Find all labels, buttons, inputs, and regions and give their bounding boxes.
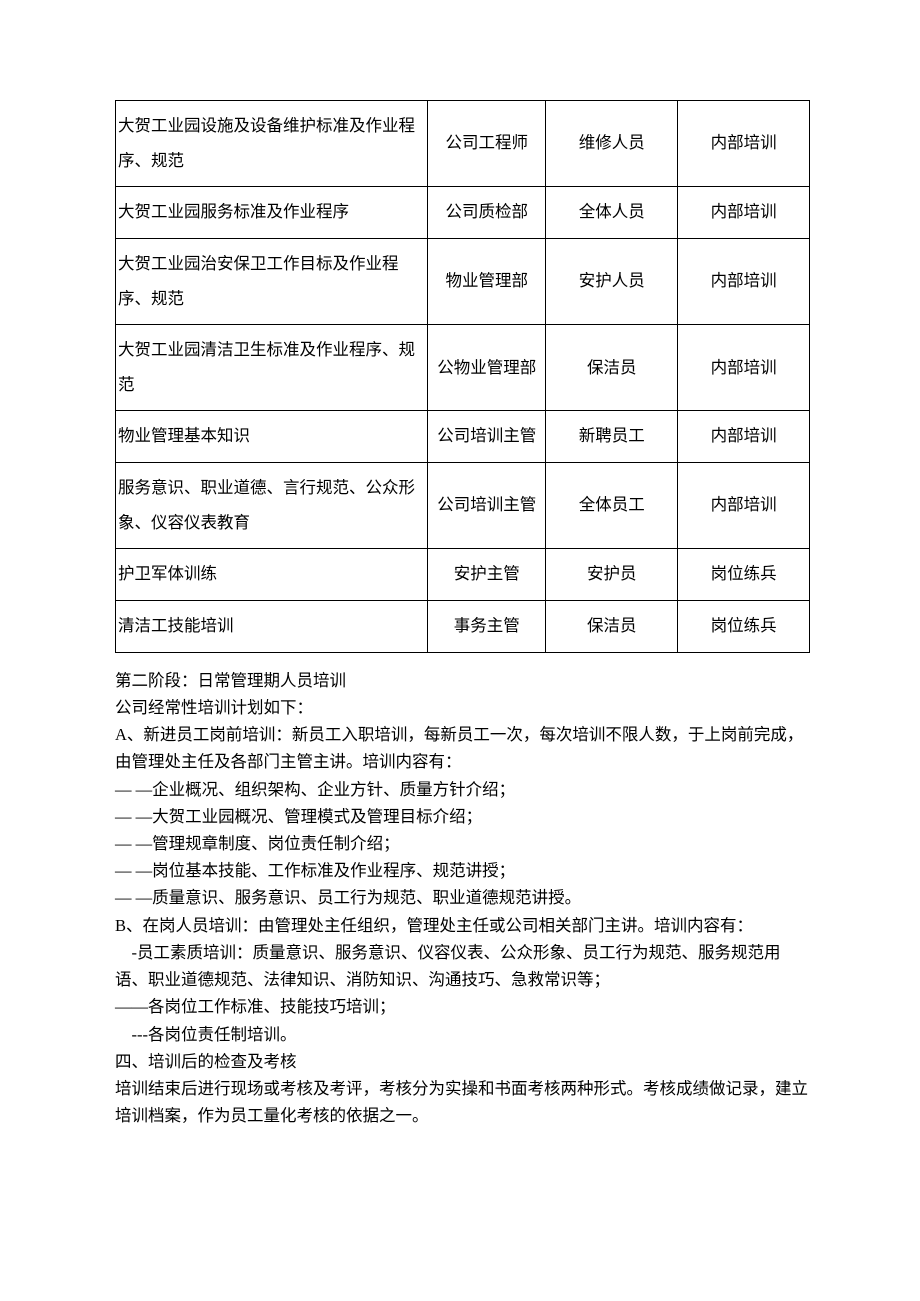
paragraph: ——各岗位工作标准、技能技巧培训；: [115, 993, 810, 1020]
paragraph: — —企业概况、组织架构、企业方针、质量方针介绍；: [115, 776, 810, 803]
cell-type: 内部培训: [678, 325, 810, 411]
paragraph: 公司经常性培训计划如下：: [115, 694, 810, 721]
paragraph: A、新进员工岗前培训：新员工入职培训，每新员工一次，每次培训不限人数，于上岗前完…: [115, 721, 810, 775]
paragraph: — —管理规章制度、岗位责任制介绍；: [115, 830, 810, 857]
table-row: 大贺工业园治安保卫工作目标及作业程序、规范 物业管理部 安护人员 内部培训: [116, 238, 810, 324]
cell-audience: 全体人员: [546, 187, 678, 239]
cell-type: 岗位练兵: [678, 601, 810, 653]
paragraph: — —质量意识、服务意识、员工行为规范、职业道德规范讲授。: [115, 884, 810, 911]
cell-audience: 维修人员: [546, 101, 678, 187]
cell-type: 内部培训: [678, 463, 810, 549]
cell-lecturer: 事务主管: [428, 601, 546, 653]
cell-lecturer: 公司培训主管: [428, 411, 546, 463]
table-row: 大贺工业园清洁卫生标准及作业程序、规范 公物业管理部 保洁员 内部培训: [116, 325, 810, 411]
cell-audience: 全体员工: [546, 463, 678, 549]
paragraph: B、在岗人员培训：由管理处主任组织，管理处主任或公司相关部门主讲。培训内容有：: [115, 912, 810, 939]
cell-content: 服务意识、职业道德、言行规范、公众形象、仪容仪表教育: [116, 463, 428, 549]
cell-audience: 安护员: [546, 549, 678, 601]
cell-audience: 保洁员: [546, 325, 678, 411]
table-row: 清洁工技能培训 事务主管 保洁员 岗位练兵: [116, 601, 810, 653]
cell-content: 大贺工业园服务标准及作业程序: [116, 187, 428, 239]
table-row: 服务意识、职业道德、言行规范、公众形象、仪容仪表教育 公司培训主管 全体员工 内…: [116, 463, 810, 549]
table-row: 大贺工业园服务标准及作业程序 公司质检部 全体人员 内部培训: [116, 187, 810, 239]
training-table: 大贺工业园设施及设备维护标准及作业程序、规范 公司工程师 维修人员 内部培训 大…: [115, 100, 810, 653]
cell-lecturer: 公司培训主管: [428, 463, 546, 549]
cell-content: 物业管理基本知识: [116, 411, 428, 463]
paragraph: 四、培训后的检查及考核: [115, 1048, 810, 1075]
table-row: 大贺工业园设施及设备维护标准及作业程序、规范 公司工程师 维修人员 内部培训: [116, 101, 810, 187]
cell-lecturer: 安护主管: [428, 549, 546, 601]
cell-content: 清洁工技能培训: [116, 601, 428, 653]
cell-type: 内部培训: [678, 411, 810, 463]
paragraph: — —岗位基本技能、工作标准及作业程序、规范讲授；: [115, 857, 810, 884]
paragraph: -员工素质培训：质量意识、服务意识、仪容仪表、公众形象、员工行为规范、服务规范用…: [115, 939, 810, 993]
cell-audience: 保洁员: [546, 601, 678, 653]
document-body: 第二阶段：日常管理期人员培训 公司经常性培训计划如下： A、新进员工岗前培训：新…: [115, 667, 810, 1130]
cell-audience: 安护人员: [546, 238, 678, 324]
cell-type: 内部培训: [678, 187, 810, 239]
paragraph: 培训结束后进行现场或考核及考评，考核分为实操和书面考核两种形式。考核成绩做记录，…: [115, 1075, 810, 1129]
cell-type: 内部培训: [678, 101, 810, 187]
cell-lecturer: 物业管理部: [428, 238, 546, 324]
cell-lecturer: 公司质检部: [428, 187, 546, 239]
cell-type: 岗位练兵: [678, 549, 810, 601]
paragraph: 第二阶段：日常管理期人员培训: [115, 667, 810, 694]
cell-lecturer: 公司工程师: [428, 101, 546, 187]
paragraph: ---各岗位责任制培训。: [115, 1021, 810, 1048]
table-row: 物业管理基本知识 公司培训主管 新聘员工 内部培训: [116, 411, 810, 463]
cell-content: 大贺工业园设施及设备维护标准及作业程序、规范: [116, 101, 428, 187]
cell-content: 护卫军体训练: [116, 549, 428, 601]
cell-content: 大贺工业园清洁卫生标准及作业程序、规范: [116, 325, 428, 411]
cell-content: 大贺工业园治安保卫工作目标及作业程序、规范: [116, 238, 428, 324]
cell-audience: 新聘员工: [546, 411, 678, 463]
cell-type: 内部培训: [678, 238, 810, 324]
cell-lecturer: 公物业管理部: [428, 325, 546, 411]
paragraph: — —大贺工业园概况、管理模式及管理目标介绍；: [115, 803, 810, 830]
table-row: 护卫军体训练 安护主管 安护员 岗位练兵: [116, 549, 810, 601]
